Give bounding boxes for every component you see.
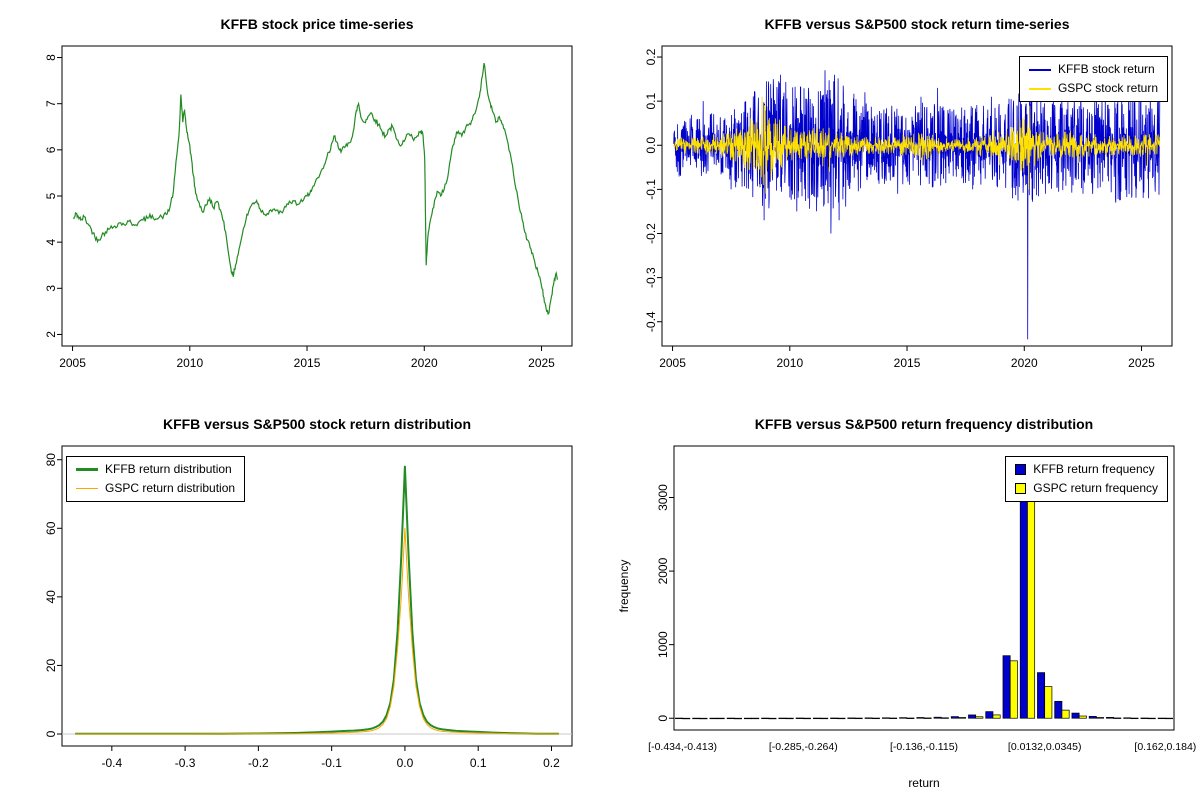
svg-text:1000: 1000 <box>656 631 670 658</box>
kffb-frequency-square-swatch <box>1015 464 1027 475</box>
svg-text:-0.2: -0.2 <box>644 223 658 244</box>
svg-text:-0.2: -0.2 <box>248 756 269 770</box>
legend-item-kffb-frequency: KFFB return frequency <box>1015 461 1158 478</box>
svg-text:40: 40 <box>44 590 58 604</box>
legend-label: GSPC return distribution <box>105 481 236 495</box>
svg-text:80: 80 <box>44 453 58 467</box>
svg-text:[0.0132,0.0345): [0.0132,0.0345) <box>1008 741 1082 753</box>
panel-return-distribution: KFFB versus S&P500 stock return distribu… <box>0 400 600 800</box>
svg-text:0: 0 <box>44 730 58 737</box>
svg-text:-0.3: -0.3 <box>175 756 196 770</box>
panel-return-frequency: KFFB versus S&P500 return frequency dist… <box>600 400 1200 800</box>
svg-text:0.2: 0.2 <box>644 48 658 65</box>
svg-text:3: 3 <box>44 285 58 292</box>
svg-text:2020: 2020 <box>411 356 438 370</box>
svg-text:3000: 3000 <box>656 484 670 511</box>
svg-text:[-0.136,-0.115): [-0.136,-0.115) <box>890 741 958 753</box>
svg-text:-0.4: -0.4 <box>644 311 658 332</box>
legend-label: KFFB stock return <box>1057 62 1155 76</box>
gspc-distribution-line-swatch <box>76 488 98 489</box>
returns-plot-canvas: -0.4 -0.3 -0.2 -0.1 0.0 0.1 0.2 2005 2010 2015 202… <box>644 45 1173 370</box>
chart-title-returns: KFFB versus S&P500 stock return time-ser… <box>764 16 1070 32</box>
svg-text:2010: 2010 <box>776 356 803 370</box>
panel-return-timeseries: KFFB versus S&P500 stock return time-ser… <box>600 0 1200 400</box>
legend-return-timeseries: KFFB stock return GSPC stock return <box>1018 56 1168 102</box>
svg-text:2010: 2010 <box>176 356 203 370</box>
legend-return-distribution: KFFB return distribution GSPC return dis… <box>66 456 246 502</box>
svg-text:0.1: 0.1 <box>470 756 487 770</box>
svg-text:60: 60 <box>44 521 58 535</box>
svg-text:2025: 2025 <box>528 356 555 370</box>
svg-text:0: 0 <box>656 715 670 722</box>
kffb-return-line-swatch <box>1028 68 1051 71</box>
chart-title-price: KFFB stock price time-series <box>220 16 414 32</box>
gspc-frequency-square-swatch <box>1015 483 1027 494</box>
svg-text:2015: 2015 <box>294 356 321 370</box>
svg-text:2025: 2025 <box>1128 356 1155 370</box>
svg-text:[-0.434,-0.413): [-0.434,-0.413) <box>648 741 717 753</box>
svg-text:2000: 2000 <box>656 557 670 584</box>
x-axis-label-return: return <box>908 776 940 790</box>
legend-label: GSPC return frequency <box>1033 481 1158 495</box>
legend-return-frequency: KFFB return frequency GSPC return freque… <box>1005 456 1168 502</box>
svg-text:-0.1: -0.1 <box>321 756 342 770</box>
gspc-return-line-swatch <box>1028 87 1051 90</box>
svg-text:0.1: 0.1 <box>644 92 658 109</box>
svg-text:2020: 2020 <box>1011 356 1038 370</box>
legend-label: KFFB return frequency <box>1033 462 1155 476</box>
chart-title-frequency: KFFB versus S&P500 return frequency dist… <box>754 416 1094 432</box>
legend-item-kffb-distribution: KFFB return distribution <box>76 461 235 478</box>
legend-item-gspc-distribution: GSPC return distribution <box>76 480 235 497</box>
svg-text:7: 7 <box>44 100 58 107</box>
svg-text:0.0: 0.0 <box>397 756 414 770</box>
legend-item-gspc-frequency: GSPC return frequency <box>1015 480 1158 497</box>
svg-text:8: 8 <box>44 54 58 61</box>
svg-text:2: 2 <box>44 331 58 338</box>
svg-text:2015: 2015 <box>894 356 921 370</box>
legend-label: KFFB return distribution <box>105 462 232 476</box>
svg-text:0.2: 0.2 <box>543 756 560 770</box>
svg-text:2005: 2005 <box>659 356 686 370</box>
legend-item-kffb-return: KFFB stock return <box>1028 61 1158 78</box>
legend-item-gspc-return: GSPC stock return <box>1028 80 1158 97</box>
svg-text:-0.1: -0.1 <box>644 179 658 200</box>
price-plot-canvas: 2 3 4 5 6 7 8 2005 2010 2015 2020 2025 <box>44 45 573 370</box>
kffb-distribution-line-swatch <box>76 468 98 471</box>
y-axis-label-frequency: frequency <box>617 559 631 613</box>
chart-title-distribution: KFFB versus S&P500 stock return distribu… <box>162 416 472 432</box>
svg-text:4: 4 <box>44 238 58 245</box>
svg-text:0.0: 0.0 <box>644 137 658 154</box>
svg-text:20: 20 <box>44 658 58 672</box>
svg-text:[-0.285,-0.264): [-0.285,-0.264) <box>769 741 838 753</box>
svg-text:5: 5 <box>44 192 58 199</box>
frequency-plot-canvas: 0 1000 2000 3000 [-0.434,-0.413) [-0.285,-0.2… <box>648 445 1196 753</box>
svg-text:6: 6 <box>44 146 58 153</box>
svg-text:2005: 2005 <box>59 356 86 370</box>
panel-kffb-price-timeseries: KFFB stock price time-series 2 3 4 5 6 7 8 2005… <box>0 0 600 400</box>
svg-text:-0.4: -0.4 <box>101 756 122 770</box>
svg-text:-0.3: -0.3 <box>644 267 658 288</box>
svg-text:[0.162,0.184): [0.162,0.184) <box>1134 741 1196 753</box>
legend-label: GSPC stock return <box>1057 81 1158 95</box>
distribution-plot-canvas: 0 20 40 60 80 -0.4 -0.3 -0.2 -0.1 0.0 0.1 0.2 <box>44 445 573 770</box>
